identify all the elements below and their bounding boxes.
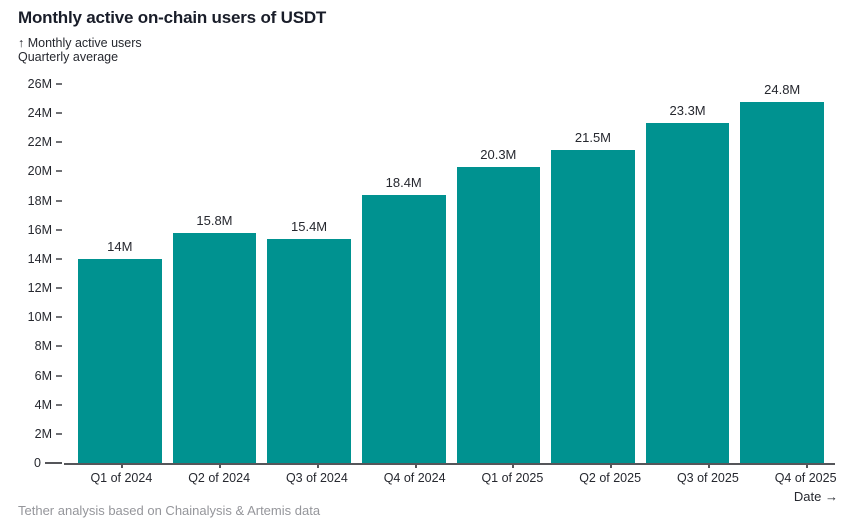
bar [740, 101, 824, 463]
bar-value-label: 15.8M [196, 212, 233, 228]
y-tick-mark [56, 316, 62, 319]
y-tick-label: 22M [27, 135, 52, 150]
bar-value-label: 18.4M [385, 174, 422, 190]
y-tick-mark [56, 345, 62, 348]
y-tick-label: 4M [34, 397, 52, 412]
bar-value-label: 20.3M [480, 147, 517, 163]
bar-value-label: 23.3M [669, 103, 706, 119]
y-tick-label: 20M [27, 164, 52, 179]
source-note: Tether analysis based on Chainalysis & A… [18, 503, 321, 518]
bar-slot-q1-of-2024: 14M [78, 84, 162, 463]
bar [267, 238, 351, 463]
y-tick: 16M [28, 223, 62, 237]
y-tick: 4M [35, 398, 62, 412]
chart-title: Monthly active on-chain users of USDT [18, 8, 327, 27]
y-tick-mark [56, 287, 62, 290]
bar-slot-q2-of-2024: 15.8M [172, 84, 257, 463]
y-tick-label: 14M [27, 251, 52, 266]
bar-value-label: 14M [107, 238, 133, 254]
y-tick: 22M [28, 135, 62, 149]
y-tick: 12M [28, 281, 62, 295]
bar [456, 167, 541, 463]
y-tick: 0 [34, 456, 62, 470]
y-tick-mark [56, 199, 62, 202]
y-tick-label: 0 [34, 456, 41, 470]
y-tick-label: 16M [27, 222, 52, 237]
y-tick-label: 24M [27, 106, 52, 121]
bar-slot-q2-of-2025: 21.5M [551, 84, 635, 463]
y-tick-mark [56, 170, 62, 173]
bar-slot-q3-of-2025: 23.3M [645, 84, 730, 463]
y-tick-label: 12M [27, 281, 52, 296]
y-tick-mark [45, 462, 62, 464]
y-tick-label: 26M [27, 77, 52, 91]
y-axis-annotation: ↑ Monthly active users Quarterly average [18, 36, 142, 64]
y-tick-mark [56, 403, 62, 406]
y-tick-mark [56, 112, 62, 115]
bars-container: 14M 15.8M 15.4M 18.4M 20.3M 21.5M 23.3M 24.8M [64, 81, 835, 463]
y-tick: 20M [28, 164, 62, 178]
x-tick-label: Q1 of 2025 [469, 463, 556, 485]
y-tick: 8M [35, 339, 62, 353]
bar-chart-plot: 14M 15.8M 15.4M 18.4M 20.3M 21.5M 23.3M 24.8M [64, 81, 835, 465]
bar [645, 123, 730, 463]
y-tick-label: 2M [34, 426, 52, 441]
y-tick: 2M [35, 427, 62, 441]
bar [361, 194, 446, 463]
bar-slot-q3-of-2024: 15.4M [267, 84, 351, 463]
y-tick-label: 18M [27, 193, 52, 208]
bar [78, 258, 162, 463]
y-tick-label: 8M [34, 339, 52, 354]
y-tick-mark [56, 257, 62, 260]
bar [551, 149, 635, 463]
y-tick-label: 6M [34, 368, 52, 383]
y-tick-mark [56, 83, 62, 85]
y-tick: 18M [28, 194, 62, 208]
y-tick-mark [56, 432, 62, 435]
bar-slot-q1-of-2025: 20.3M [456, 84, 541, 463]
bar [172, 232, 257, 463]
y-tick-mark [56, 374, 62, 377]
x-tick-label: Q3 of 2025 [665, 463, 752, 485]
y-axis: 0 2M 4M 6M 8M 10M 12M 14M 16M 18M 20M 22M 24M 26M [0, 77, 62, 470]
y-tick: 14M [28, 252, 62, 266]
x-tick-label: Q4 of 2024 [371, 463, 458, 485]
x-tick-label: Q4 of 2025 [762, 463, 849, 485]
bar-slot-q4-of-2025: 24.8M [740, 81, 824, 463]
y-tick: 10M [28, 310, 62, 324]
y-tick-label: 10M [27, 310, 52, 325]
x-axis-title: Date → [793, 489, 838, 504]
y-axis-title: ↑ Monthly active users [18, 36, 142, 50]
x-tick-label: Q1 of 2024 [78, 463, 165, 485]
bar-value-label: 21.5M [574, 129, 612, 145]
y-tick-mark [56, 141, 62, 144]
bar-slot-q4-of-2024: 18.4M [361, 84, 446, 463]
y-axis-subtitle: Quarterly average [18, 49, 119, 64]
bar-value-label: 15.4M [290, 218, 328, 234]
x-tick-label: Q2 of 2024 [176, 463, 263, 485]
y-tick: 6M [35, 369, 62, 383]
x-tick-label: Q2 of 2025 [567, 463, 654, 485]
bar-value-label: 24.8M [764, 81, 801, 97]
x-tick-label: Q3 of 2024 [274, 463, 361, 485]
y-tick: 24M [28, 106, 62, 120]
y-tick-mark [56, 228, 62, 231]
y-tick: 26M [28, 77, 62, 91]
x-axis: Q1 of 2024 Q2 of 2024 Q3 of 2024 Q4 of 2024… [64, 463, 860, 485]
